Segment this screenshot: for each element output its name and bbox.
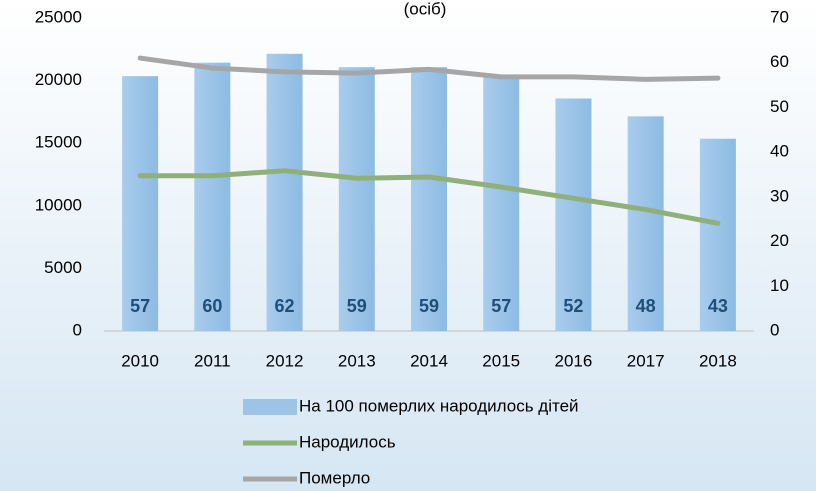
legend-label: На 100 померлих народилось дітей <box>299 396 579 415</box>
legend-label: Народилось <box>299 432 396 451</box>
bar <box>194 62 231 331</box>
y2-tick-label: 50 <box>770 97 789 116</box>
bar-value-label: 57 <box>130 296 150 316</box>
x-tick-label: 2015 <box>482 351 520 370</box>
bar <box>266 53 303 332</box>
x-tick-label: 2013 <box>338 351 376 370</box>
y-tick-label: 10000 <box>35 195 82 214</box>
bar <box>555 98 592 331</box>
x-tick-label: 2010 <box>121 351 159 370</box>
bar <box>338 67 375 331</box>
y-tick-label: 0 <box>73 320 82 339</box>
bar <box>411 67 447 331</box>
chart-title: (осіб) <box>404 0 447 18</box>
x-tick-label: 2014 <box>410 351 448 370</box>
bar <box>627 116 664 331</box>
y-tick-label: 25000 <box>35 7 82 26</box>
x-tick-label: 2012 <box>266 351 304 370</box>
legend-label: Померло <box>299 468 370 487</box>
y2-tick-label: 10 <box>770 276 789 295</box>
x-tick-label: 2011 <box>194 351 231 370</box>
y2-tick-label: 0 <box>770 320 779 339</box>
y-tick-label: 15000 <box>35 133 82 152</box>
y2-tick-label: 60 <box>770 52 789 71</box>
x-tick-label: 2018 <box>699 351 737 370</box>
x-tick-label: 2016 <box>555 351 593 370</box>
x-tick-label: 2017 <box>627 351 665 370</box>
bar-value-label: 59 <box>347 296 367 316</box>
y2-tick-label: 70 <box>770 7 789 26</box>
bar-value-label: 59 <box>419 296 439 316</box>
line-series <box>137 168 721 226</box>
y2-tick-label: 40 <box>770 142 789 161</box>
bar-value-label: 52 <box>563 296 583 316</box>
bar-value-label: 62 <box>275 296 295 316</box>
bar-value-label: 57 <box>491 296 511 316</box>
legend-swatch <box>243 399 297 415</box>
bar <box>122 76 159 331</box>
bar-value-label: 43 <box>708 296 728 316</box>
line-series <box>137 55 721 82</box>
bar-value-label: 48 <box>636 296 656 316</box>
bar-value-label: 60 <box>202 296 222 316</box>
bar <box>483 76 520 331</box>
bar <box>699 138 736 331</box>
y2-tick-label: 30 <box>770 186 789 205</box>
y-tick-label: 20000 <box>35 70 82 89</box>
y-tick-label: 5000 <box>44 258 82 277</box>
y2-tick-label: 20 <box>770 231 789 250</box>
